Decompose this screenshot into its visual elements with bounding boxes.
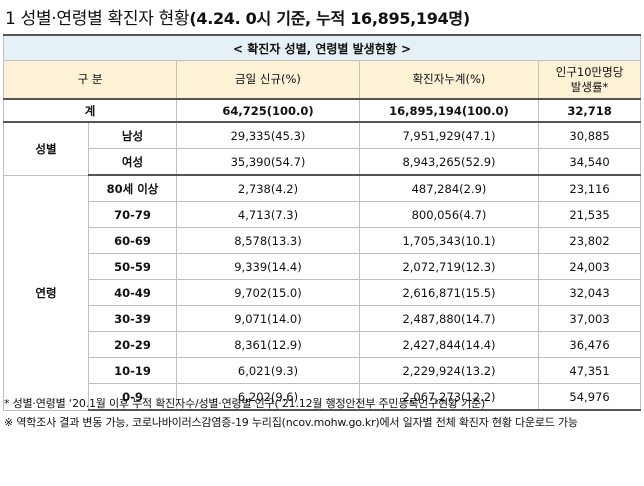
row-per100k: 30,885 — [537, 121, 642, 149]
row-label: 60-69 — [88, 227, 177, 254]
row-per100k: 36,476 — [537, 331, 642, 358]
row-label: 80세 이상 — [88, 174, 177, 202]
row-cumulative: 2,616,871(15.5) — [359, 279, 539, 306]
row-cumulative: 487,284(2.9) — [359, 174, 539, 202]
total-row: 계 64,725(100.0) 16,895,194(100.0) 32,718 — [3, 98, 642, 123]
title-main: 1 성별·연령별 확진자 현황 — [5, 9, 190, 29]
table-row: 0-9 6,202(9.6) 2,067,273(12.2) 54,976 — [4, 383, 642, 411]
row-per100k: 24,003 — [537, 253, 642, 280]
table-banner: < 확진자 성별, 연령별 발생현황 > — [2, 34, 642, 61]
table-row: 40-49 9,702(15.0) 2,616,871(15.5) 32,043 — [4, 279, 642, 306]
row-per100k: 37,003 — [537, 305, 642, 332]
row-cumulative: 8,943,265(52.9) — [359, 148, 539, 176]
row-per100k: 23,802 — [537, 227, 642, 254]
row-per100k: 32,043 — [537, 279, 642, 306]
cases-table: < 확진자 성별, 연령별 발생현황 > 구 분 금일 신규(%) 확진자누계(… — [2, 34, 642, 411]
header-per100k: 인구10만명당 발생률* — [537, 60, 642, 100]
row-label: 10-19 — [88, 357, 177, 384]
table-row: 20-29 8,361(12.9) 2,427,844(14.4) 36,476 — [4, 331, 642, 358]
table-row: 30-39 9,071(14.0) 2,487,880(14.7) 37,003 — [4, 305, 642, 332]
title-sub: (4.24. 0시 기준, 누적 16,895,194명) — [189, 9, 470, 28]
footnotes: * 성별·연령별 ‘20.1월 이후 누적 확진자수/성별·연령별 인구(‘21… — [4, 394, 640, 432]
row-label: 50-59 — [88, 253, 177, 280]
row-label: 0-9 — [88, 383, 177, 411]
row-new-cases: 35,390(54.7) — [176, 148, 360, 176]
row-new-cases: 6,202(9.6) — [176, 383, 360, 411]
total-per100k: 32,718 — [537, 98, 642, 123]
row-new-cases: 2,738(4.2) — [176, 174, 360, 202]
row-per100k: 34,540 — [537, 148, 642, 176]
row-label: 남성 — [88, 121, 177, 149]
row-per100k: 21,535 — [537, 201, 642, 228]
row-cumulative: 7,951,929(47.1) — [359, 121, 539, 149]
header-per100k-line2: 발생률* — [570, 79, 609, 94]
page-title: 1 성별·연령별 확진자 현황(4.24. 0시 기준, 누적 16,895,1… — [5, 4, 470, 29]
row-new-cases: 8,578(13.3) — [176, 227, 360, 254]
age-group-label: 연령 — [3, 174, 89, 411]
row-label: 여성 — [88, 148, 177, 176]
row-cumulative: 2,427,844(14.4) — [359, 331, 539, 358]
total-label: 계 — [3, 98, 177, 123]
header-per100k-line1: 인구10만명당 — [555, 64, 624, 79]
footnote-population-basis: * 성별·연령별 ‘20.1월 이후 누적 확진자수/성별·연령별 인구(‘21… — [4, 397, 486, 410]
row-new-cases: 29,335(45.3) — [176, 121, 360, 149]
row-label: 40-49 — [88, 279, 177, 306]
row-new-cases: 9,071(14.0) — [176, 305, 360, 332]
row-cumulative: 2,229,924(13.2) — [359, 357, 539, 384]
table-row: 70-79 4,713(7.3) 800,056(4.7) 21,535 — [4, 201, 642, 228]
row-cumulative: 2,487,880(14.7) — [359, 305, 539, 332]
total-new-cases: 64,725(100.0) — [176, 98, 360, 123]
table-row: 10-19 6,021(9.3) 2,229,924(13.2) 47,351 — [4, 357, 642, 384]
row-new-cases: 9,339(14.4) — [176, 253, 360, 280]
table-row: 연령 80세 이상 2,738(4.2) 487,284(2.9) 23,116 — [3, 174, 642, 411]
row-per100k: 23,116 — [537, 174, 642, 202]
footnote-data-source: ※ 역학조사 결과 변동 가능, 코로나바이러스감염증-19 누리집(ncov.… — [4, 416, 578, 429]
table-row: 50-59 9,339(14.4) 2,072,719(12.3) 24,003 — [4, 253, 642, 280]
table-row: 60-69 8,578(13.3) 1,705,343(10.1) 23,802 — [4, 227, 642, 254]
row-label: 20-29 — [88, 331, 177, 358]
row-new-cases: 8,361(12.9) — [176, 331, 360, 358]
row-new-cases: 6,021(9.3) — [176, 357, 360, 384]
row-cumulative: 1,705,343(10.1) — [359, 227, 539, 254]
row-cumulative: 800,056(4.7) — [359, 201, 539, 228]
row-new-cases: 9,702(15.0) — [176, 279, 360, 306]
table-row: 여성 35,390(54.7) 8,943,265(52.9) 34,540 — [4, 148, 642, 176]
row-label: 70-79 — [88, 201, 177, 228]
row-new-cases: 4,713(7.3) — [176, 201, 360, 228]
total-cumulative: 16,895,194(100.0) — [359, 98, 539, 123]
row-label: 30-39 — [88, 305, 177, 332]
header-cumulative: 확진자누계(%) — [359, 60, 539, 100]
table-row: 성별 남성 29,335(45.3) 7,951,929(47.1) 30,88… — [3, 121, 642, 176]
row-cumulative: 2,072,719(12.3) — [359, 253, 539, 280]
row-per100k: 54,976 — [537, 383, 642, 411]
row-per100k: 47,351 — [537, 357, 642, 384]
header-category: 구 분 — [3, 60, 177, 100]
sex-group-label: 성별 — [3, 121, 89, 176]
header-new-cases: 금일 신규(%) — [176, 60, 360, 100]
